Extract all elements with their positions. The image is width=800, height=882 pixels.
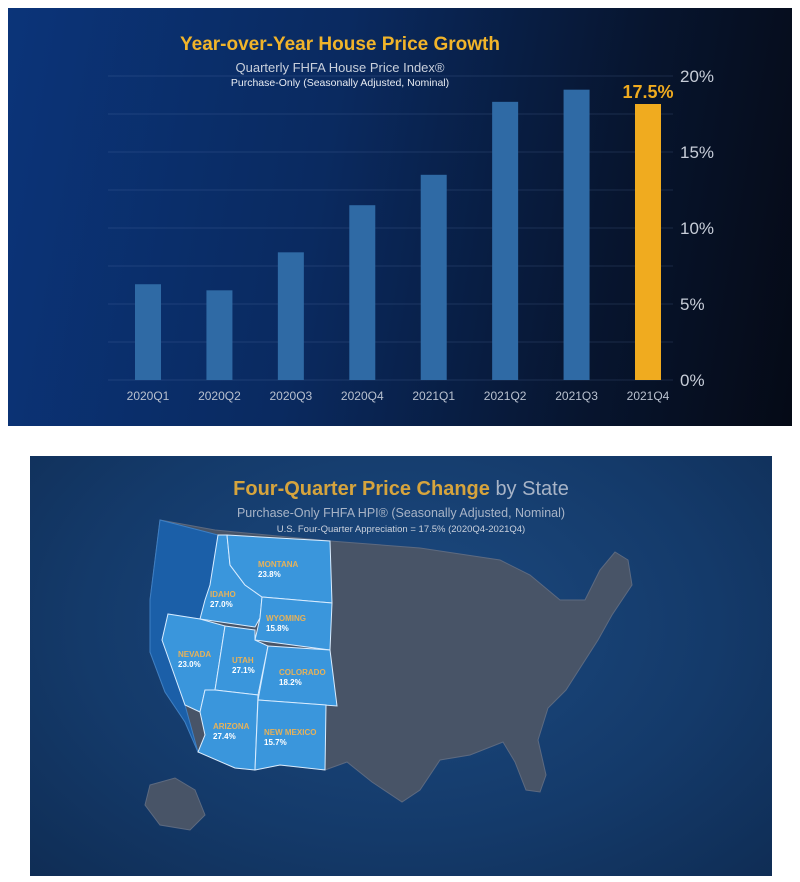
label-wyoming: WYOMING 15.8% bbox=[266, 614, 306, 633]
bar-2021Q3 bbox=[563, 89, 590, 381]
map-panel: Four-Quarter Price Change by State Purch… bbox=[30, 456, 772, 876]
map-title-rest: by State bbox=[495, 478, 569, 500]
x-tick-label: 2021Q4 bbox=[627, 389, 670, 403]
state-wyoming bbox=[254, 596, 333, 651]
label-colorado: COLORADO 18.2% bbox=[279, 668, 326, 687]
label-nevada: NEVADA 23.0% bbox=[178, 650, 212, 669]
x-tick-label: 2020Q1 bbox=[127, 389, 170, 403]
data-label: 17.5% bbox=[622, 82, 673, 102]
chart-title: Year-over-Year House Price Growth bbox=[180, 34, 500, 55]
y-tick-label: 0% bbox=[680, 371, 705, 390]
y-tick-label: 15% bbox=[680, 143, 714, 162]
bar-2020Q4 bbox=[349, 205, 376, 380]
map-subtitle: Purchase-Only FHFA HPI® (Seasonally Adju… bbox=[236, 506, 566, 520]
bar-2020Q2 bbox=[206, 290, 233, 380]
label-new-mexico: NEW MEXICO 15.7% bbox=[264, 728, 317, 747]
x-tick-label: 2020Q2 bbox=[198, 389, 241, 403]
bar-2021Q2 bbox=[492, 101, 519, 380]
x-tick-label: 2021Q1 bbox=[412, 389, 455, 403]
y-tick-label: 5% bbox=[680, 295, 705, 314]
x-tick-label: 2020Q4 bbox=[341, 389, 384, 403]
state-colorado bbox=[257, 645, 338, 707]
map-title-highlight: Four-Quarter Price Change bbox=[233, 478, 490, 500]
map-title: Four-Quarter Price Change by State bbox=[30, 478, 772, 501]
us-map bbox=[144, 519, 633, 831]
chart-subtitle-2: Purchase-Only (Seasonally Adjusted, Nomi… bbox=[230, 77, 450, 89]
label-idaho: IDAHO 27.0% bbox=[210, 590, 236, 609]
label-montana: MONTANA 23.8% bbox=[258, 560, 299, 579]
x-tick-label: 2021Q2 bbox=[484, 389, 527, 403]
bar-2020Q1 bbox=[135, 284, 161, 380]
x-tick-label: 2020Q3 bbox=[270, 389, 313, 403]
bar-chart-panel: 0% 5% 10% 15% 20% 2020Q1 2020Q2 2020Q3 2020Q4 202… bbox=[8, 8, 792, 426]
x-tick-label: 2021Q3 bbox=[555, 389, 598, 403]
map-note: U.S. Four-Quarter Appreciation = 17.5% (… bbox=[276, 524, 526, 535]
y-tick-label: 20% bbox=[680, 67, 714, 86]
chart-subtitle: Quarterly FHFA House Price Index® bbox=[235, 60, 445, 75]
state-new-mexico bbox=[254, 699, 327, 771]
bar-chart: 0% 5% 10% 15% 20% 2020Q1 2020Q2 2020Q3 2020Q4 202… bbox=[108, 67, 714, 403]
label-arizona: ARIZONA 27.4% bbox=[213, 722, 250, 741]
bar-2020Q3 bbox=[277, 252, 304, 380]
label-utah: UTAH 27.1% bbox=[232, 656, 255, 675]
y-tick-label: 10% bbox=[680, 219, 714, 238]
bar-2021Q1 bbox=[420, 174, 447, 380]
alaska bbox=[144, 777, 206, 831]
bar-2021Q4 bbox=[635, 104, 661, 380]
